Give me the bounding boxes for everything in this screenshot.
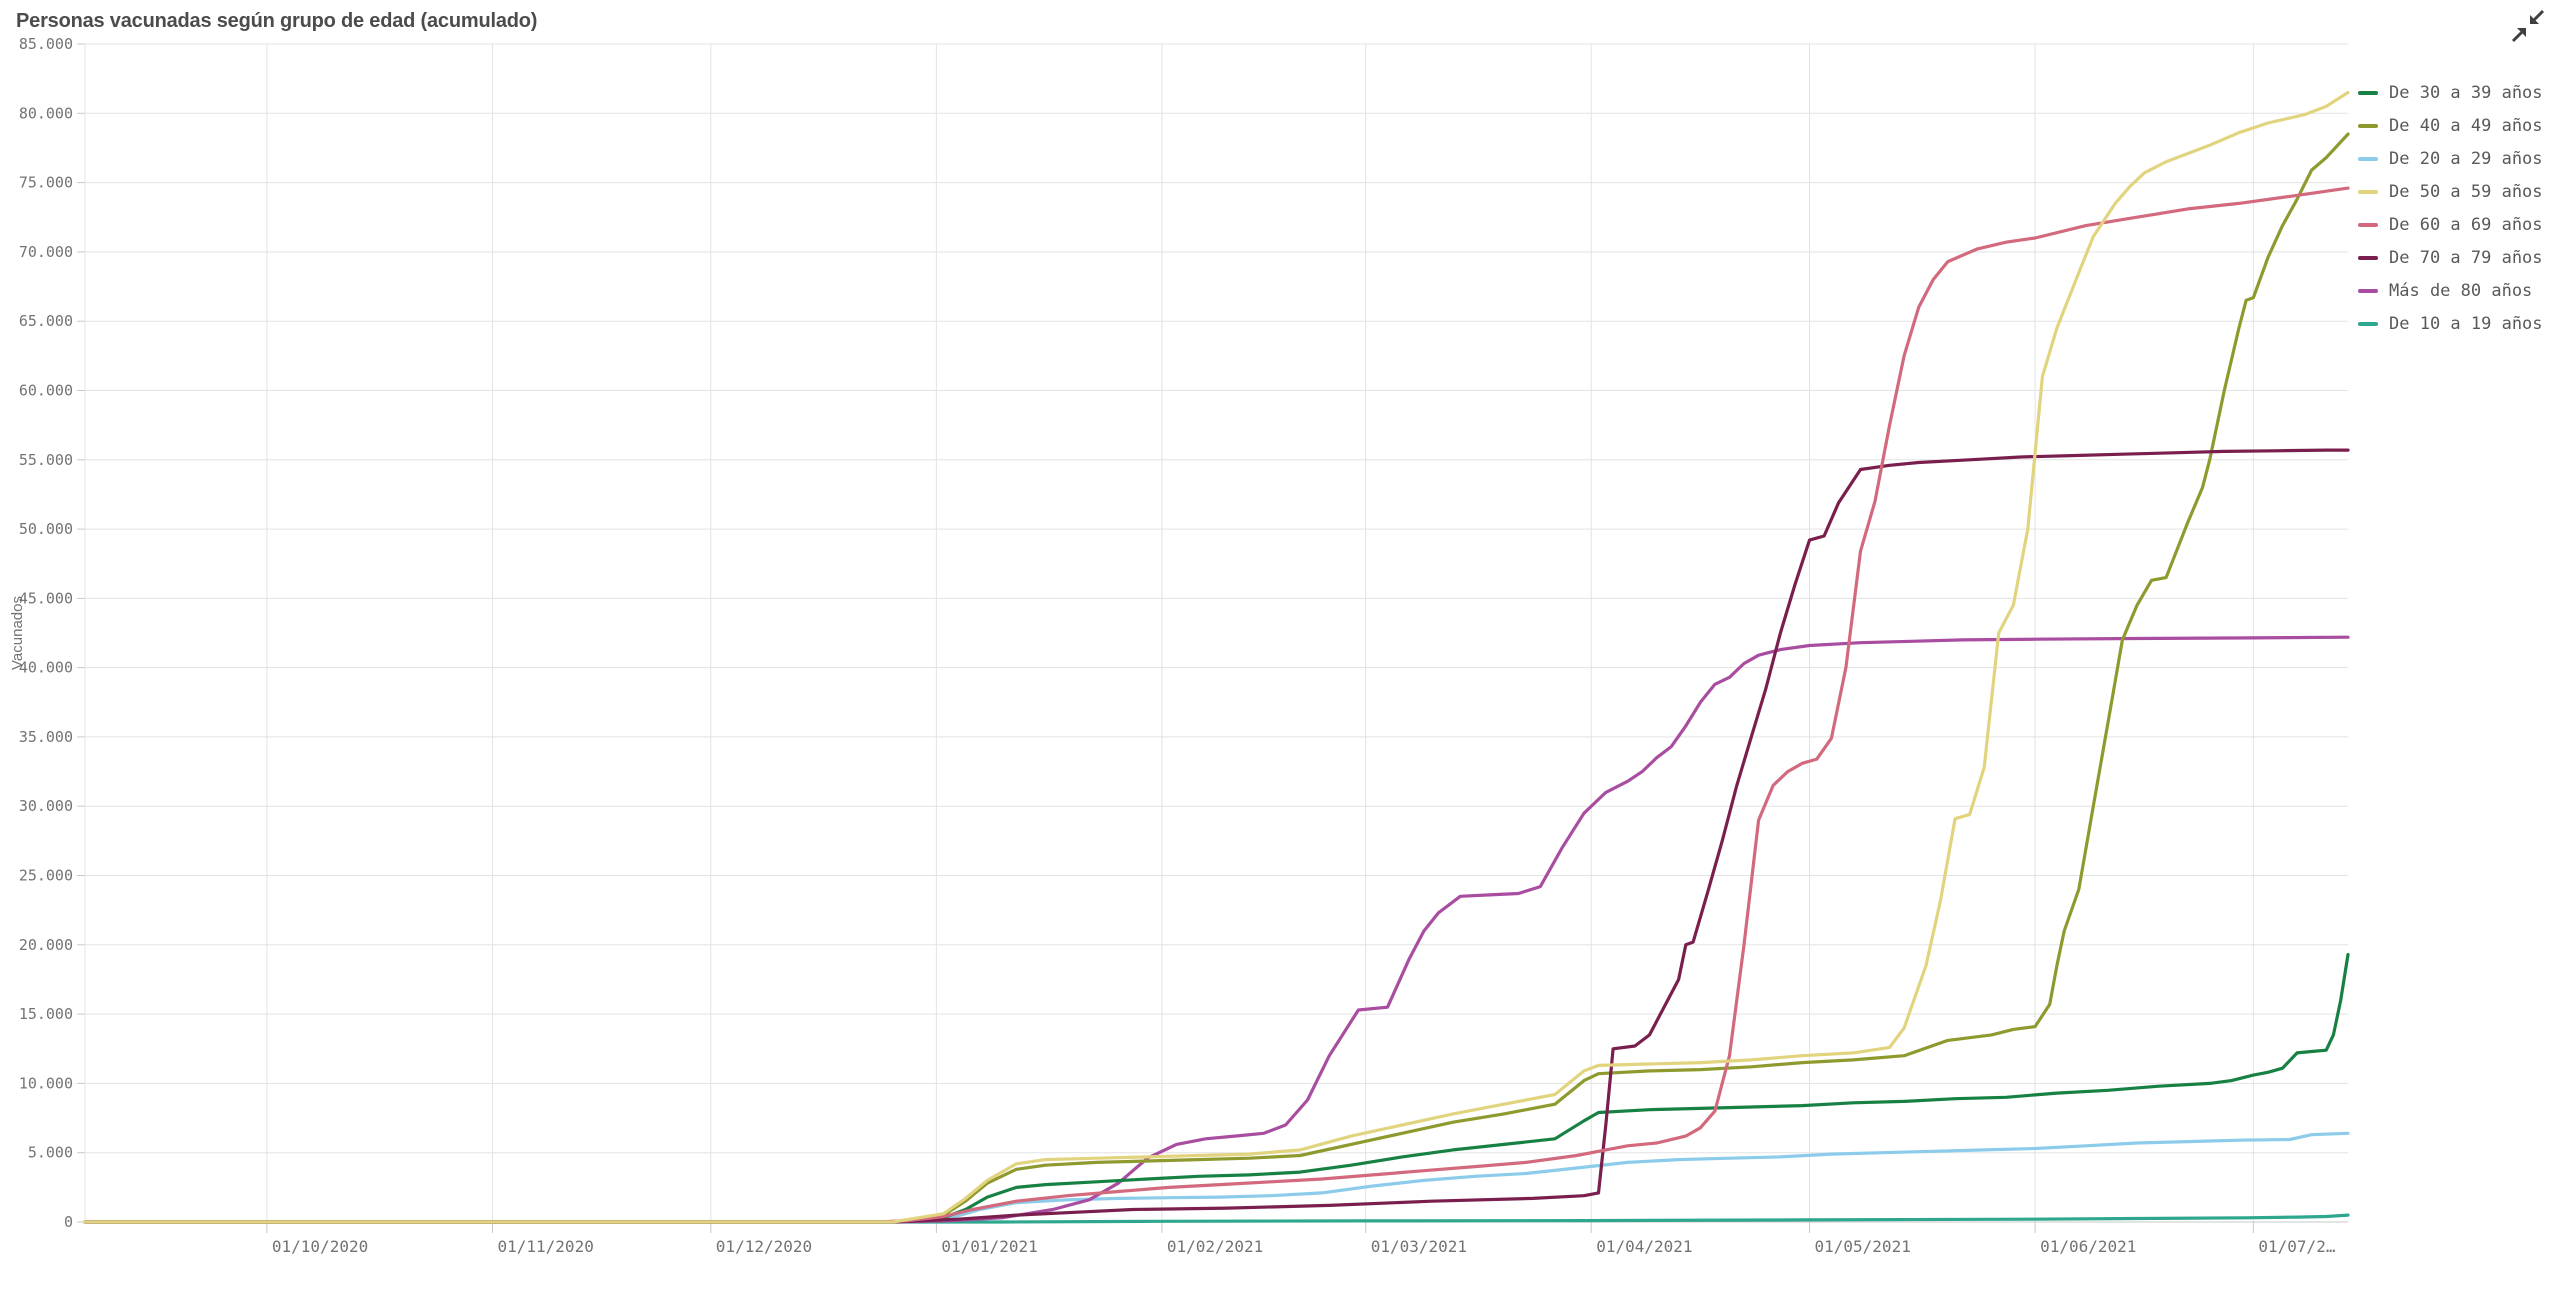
legend-swatch-icon	[2358, 255, 2378, 260]
y-tick-label: 35.000	[19, 728, 73, 746]
legend-swatch-icon	[2358, 321, 2378, 326]
x-tick-label: 01/01/2021	[941, 1237, 1037, 1256]
chart-legend: De 30 a 39 años De 40 a 49 años De 20 a 29…	[2358, 76, 2543, 340]
legend-item[interactable]: De 20 a 29 años	[2358, 142, 2543, 175]
y-tick-label: 80.000	[19, 104, 73, 122]
y-tick-label: 75.000	[19, 174, 73, 192]
y-axis-title: Vacunados	[9, 596, 26, 670]
legend-item[interactable]: De 30 a 39 años	[2358, 76, 2543, 109]
legend-swatch-icon	[2358, 90, 2378, 95]
x-tick-label: 01/12/2020	[716, 1237, 812, 1256]
legend-item[interactable]: De 70 a 79 años	[2358, 241, 2543, 274]
legend-swatch-icon	[2358, 189, 2378, 194]
y-tick-label: 60.000	[19, 382, 73, 400]
legend-item[interactable]: De 40 a 49 años	[2358, 109, 2543, 142]
legend-swatch-icon	[2358, 288, 2378, 293]
legend-swatch-icon	[2358, 123, 2378, 128]
legend-label: De 50 a 59 años	[2389, 181, 2543, 202]
series-line[interactable]	[83, 132, 2350, 1224]
legend-label: De 40 a 49 años	[2389, 115, 2543, 136]
series-line[interactable]	[83, 1213, 2350, 1224]
series-line[interactable]	[83, 90, 2350, 1224]
y-tick-label: 50.000	[19, 520, 73, 538]
y-tick-label: 15.000	[19, 1005, 73, 1023]
series-line[interactable]	[83, 448, 2350, 1224]
legend-swatch-icon	[2358, 156, 2378, 161]
y-tick-label: 0	[64, 1213, 73, 1231]
x-tick-label: 01/04/2021	[1596, 1237, 1692, 1256]
legend-label: De 70 a 79 años	[2389, 247, 2543, 268]
x-tick-label: 01/05/2021	[1815, 1237, 1911, 1256]
y-tick-label: 20.000	[19, 936, 73, 954]
legend-label: De 60 a 69 años	[2389, 214, 2543, 235]
y-tick-label: 5.000	[28, 1144, 73, 1162]
x-tick-label: 01/07/2…	[2258, 1237, 2335, 1256]
y-tick-label: 10.000	[19, 1074, 73, 1092]
chart-title: Personas vacunadas según grupo de edad (…	[16, 10, 538, 32]
legend-label: De 20 a 29 años	[2389, 148, 2543, 169]
x-tick-label: 01/06/2021	[2040, 1237, 2136, 1256]
y-tick-label: 45.000	[19, 589, 73, 607]
y-tick-label: 85.000	[19, 35, 73, 53]
legend-item[interactable]: De 10 a 19 años	[2358, 307, 2543, 340]
collapse-icon[interactable]	[2506, 2, 2554, 46]
legend-swatch-icon	[2358, 222, 2378, 227]
y-tick-label: 25.000	[19, 867, 73, 885]
y-tick-label: 70.000	[19, 243, 73, 261]
x-tick-label: 01/11/2020	[498, 1237, 594, 1256]
legend-label: Más de 80 años	[2389, 280, 2533, 301]
legend-item[interactable]: Más de 80 años	[2358, 274, 2543, 307]
x-tick-label: 01/03/2021	[1371, 1237, 1467, 1256]
y-tick-label: 65.000	[19, 312, 73, 330]
x-tick-label: 01/10/2020	[272, 1237, 368, 1256]
x-tick-label: 01/02/2021	[1167, 1237, 1263, 1256]
series-line[interactable]	[83, 952, 2350, 1224]
y-tick-label: 30.000	[19, 797, 73, 815]
legend-item[interactable]: De 60 a 69 años	[2358, 208, 2543, 241]
series-line[interactable]	[83, 635, 2350, 1224]
series-line[interactable]	[83, 186, 2350, 1224]
legend-label: De 10 a 19 años	[2389, 313, 2543, 334]
y-tick-label: 40.000	[19, 659, 73, 677]
legend-label: De 30 a 39 años	[2389, 82, 2543, 103]
legend-item[interactable]: De 50 a 59 años	[2358, 175, 2543, 208]
y-tick-label: 55.000	[19, 451, 73, 469]
